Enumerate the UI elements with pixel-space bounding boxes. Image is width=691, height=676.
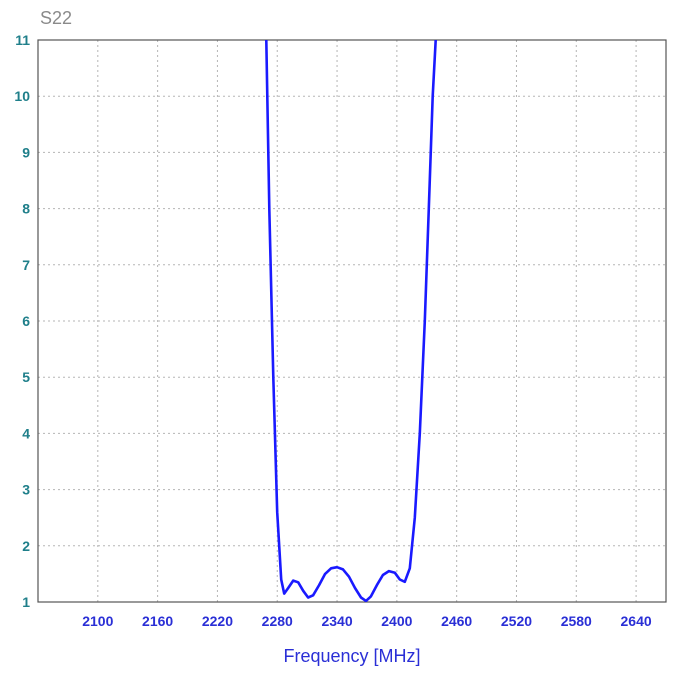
x-tick-label: 2100 — [82, 613, 113, 629]
y-tick-label: 5 — [22, 369, 30, 385]
plot-frame — [37, 39, 667, 603]
y-tick-label: 7 — [22, 257, 30, 273]
x-axis-ticks: 2100 2160 2220 2280 2340 2400 2460 2520 2580 2640 — [82, 613, 652, 629]
grid — [38, 40, 666, 602]
x-tick-label: 2640 — [621, 613, 652, 629]
x-tick-label: 2280 — [262, 613, 293, 629]
x-tick-label: 2520 — [501, 613, 532, 629]
y-tick-label: 4 — [22, 425, 30, 441]
chart-title: S22 — [40, 8, 72, 28]
x-tick-label: 2580 — [561, 613, 592, 629]
y-tick-label: 10 — [14, 88, 30, 104]
y-tick-label: 3 — [22, 482, 30, 498]
y-tick-label: 6 — [22, 313, 30, 329]
y-axis-ticks: 1 2 3 4 5 6 7 8 9 10 11 — [14, 32, 30, 610]
y-tick-label: 2 — [22, 538, 30, 554]
series-group — [264, 40, 438, 602]
x-tick-label: 2400 — [381, 613, 412, 629]
x-axis-title: Frequency [MHz] — [283, 646, 420, 666]
y-tick-label: 9 — [22, 144, 30, 160]
y-tick-label: 11 — [15, 32, 30, 48]
x-tick-label: 2460 — [441, 613, 472, 629]
x-tick-label: 2220 — [202, 613, 233, 629]
x-tick-label: 2340 — [321, 613, 352, 629]
y-tick-label: 8 — [22, 201, 30, 217]
y-tick-label: 1 — [22, 594, 30, 610]
s22-series-line — [264, 40, 438, 602]
x-tick-label: 2160 — [142, 613, 173, 629]
